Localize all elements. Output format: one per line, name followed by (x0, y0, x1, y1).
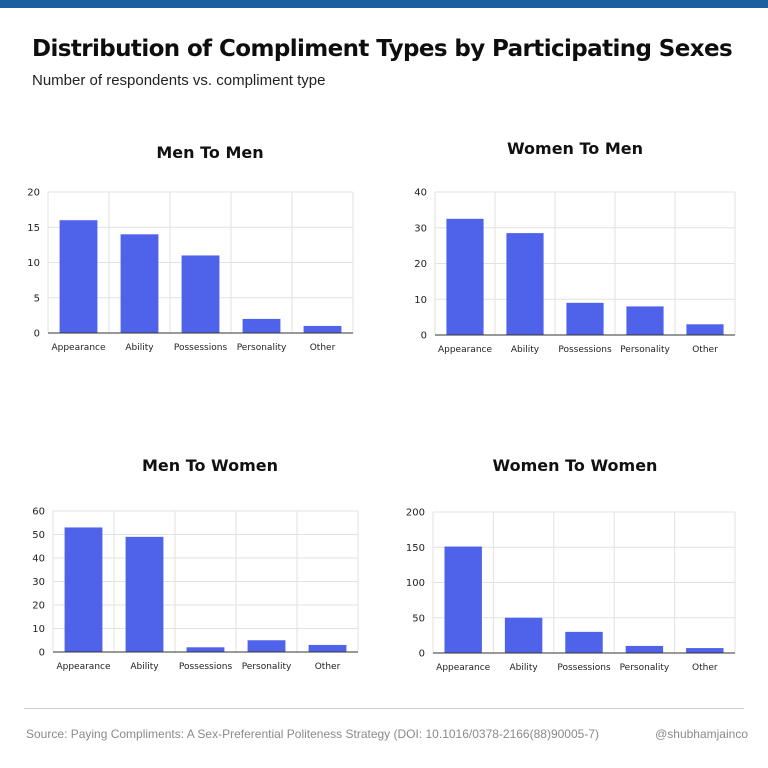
x-tick-label: Possessions (174, 343, 228, 353)
x-tick-label: Possessions (558, 345, 612, 355)
bar-personality (626, 306, 664, 335)
y-tick-label: 50 (32, 530, 45, 541)
y-tick-label: 40 (32, 554, 45, 565)
y-tick-label: 200 (406, 508, 425, 519)
bar-possessions (186, 647, 225, 652)
bar-appearance (444, 546, 482, 653)
chart-title-women-to-women: Women To Women (492, 456, 658, 475)
bar-ability (120, 234, 159, 333)
bar-possessions (181, 255, 220, 333)
bar-other (303, 325, 342, 333)
y-tick-label: 10 (414, 295, 427, 306)
y-tick-label: 100 (406, 578, 425, 589)
x-tick-label: Appearance (56, 662, 111, 672)
top-accent-bar (0, 0, 768, 8)
bar-ability (125, 536, 164, 652)
x-tick-label: Personality (620, 345, 670, 355)
x-tick-label: Appearance (436, 663, 491, 673)
x-tick-label: Possessions (557, 663, 611, 673)
bar-possessions (566, 302, 604, 335)
bar-personality (242, 318, 281, 333)
y-tick-label: 5 (34, 293, 40, 304)
y-tick-label: 150 (406, 543, 425, 554)
y-tick-label: 60 (32, 507, 45, 518)
x-tick-label: Ability (511, 345, 540, 355)
page-title: Distribution of Compliment Types by Part… (32, 36, 733, 62)
chart-title-men-to-men: Men To Men (156, 143, 264, 162)
y-tick-label: 40 (414, 188, 427, 199)
bar-chart-women-to-women: 0 50 100 150 200 Appearance Ability Possessions… (406, 508, 736, 673)
y-tick-label: 0 (39, 648, 45, 659)
bar-chart-men-to-men: 0 5 10 15 20 Appearance Ability Possessions Pers… (27, 188, 354, 353)
bar-personality (247, 640, 286, 652)
x-tick-label: Appearance (51, 343, 106, 353)
x-tick-label: Possessions (179, 662, 233, 672)
y-tick-label: 30 (32, 577, 45, 588)
y-tick-label: 20 (414, 259, 427, 270)
y-tick-label: 0 (34, 329, 40, 340)
y-tick-label: 50 (412, 613, 425, 624)
bar-appearance (64, 527, 103, 652)
x-tick-label: Ability (130, 662, 159, 672)
x-tick-label: Other (315, 662, 341, 672)
bar-other (308, 644, 347, 652)
bar-chart-men-to-women: 0 10 20 30 40 50 60 Appearance Ability Possession… (32, 507, 359, 672)
page-subtitle: Number of respondents vs. compliment typ… (32, 72, 326, 89)
chart-title-men-to-women: Men To Women (141, 456, 279, 475)
x-tick-label: Personality (620, 663, 670, 673)
x-tick-label: Personality (242, 662, 292, 672)
x-tick-label: Other (310, 343, 336, 353)
bar-ability (506, 233, 544, 335)
y-tick-label: 0 (421, 331, 427, 342)
y-tick-label: 10 (32, 624, 45, 635)
bar-other (686, 648, 724, 653)
bar-possessions (565, 631, 603, 653)
source-citation: Source: Paying Compliments: A Sex-Prefer… (26, 727, 599, 741)
footer-divider (24, 708, 744, 709)
y-tick-label: 0 (419, 649, 425, 660)
chart-title-women-to-men: Women To Men (506, 139, 644, 158)
y-tick-label: 20 (27, 188, 40, 199)
x-tick-label: Other (692, 663, 718, 673)
bar-other (686, 324, 724, 335)
y-tick-label: 30 (414, 223, 427, 234)
x-tick-label: Personality (237, 343, 287, 353)
y-tick-label: 10 (27, 258, 40, 269)
bar-ability (504, 617, 543, 653)
x-tick-label: Appearance (438, 345, 493, 355)
author-handle: @shubhamjainco (655, 727, 748, 741)
y-tick-label: 20 (32, 601, 45, 612)
bar-appearance (446, 218, 484, 335)
bar-appearance (59, 220, 98, 333)
y-tick-label: 15 (27, 223, 40, 234)
bar-chart-women-to-men: 0 10 20 30 40 Appearance Ability Possessions Per… (414, 188, 736, 355)
bar-personality (625, 645, 664, 653)
x-tick-label: Ability (509, 663, 538, 673)
x-tick-label: Other (692, 345, 718, 355)
x-tick-label: Ability (125, 343, 154, 353)
